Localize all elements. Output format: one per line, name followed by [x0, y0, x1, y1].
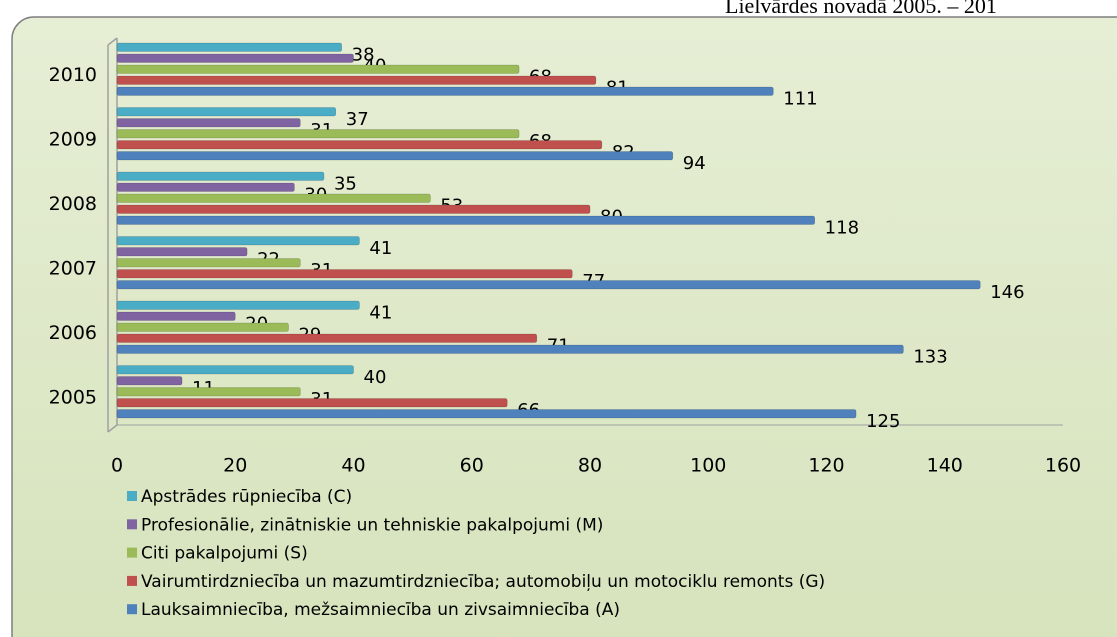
x-tick-label: 20 [223, 455, 247, 477]
floor-edge [107, 424, 118, 433]
legend-label: Vairumtirdzniecība un mazumtirdzniecība;… [141, 572, 825, 592]
bar [116, 300, 360, 310]
legend-label: Profesionālie, zinātniskie un tehniskie … [141, 515, 603, 535]
x-tick-label: 40 [341, 455, 365, 477]
x-tick-label: 0 [111, 455, 123, 477]
legend-label: Apstrādes rūpniecība (C) [141, 487, 352, 507]
bar [116, 322, 289, 332]
chart-title: Lielvārdes novadā 2005. – 201 [725, 0, 997, 18]
x-tick-label: 140 [927, 455, 963, 477]
legend-swatch [127, 519, 137, 530]
legend-swatch [127, 604, 137, 615]
bar [116, 215, 815, 225]
bar [116, 258, 301, 268]
bar [116, 398, 508, 408]
data-label: 35 [334, 174, 357, 195]
data-label: 146 [990, 282, 1024, 303]
y-tick-label: 2008 [49, 193, 97, 215]
bar [116, 42, 342, 52]
bar [116, 204, 591, 214]
bar [116, 236, 360, 246]
legend-swatch [127, 491, 137, 501]
bar [116, 387, 301, 397]
y-tick-label: 2010 [49, 64, 97, 86]
x-tick-label: 100 [690, 455, 726, 477]
data-label: 40 [364, 367, 387, 388]
bar [116, 118, 301, 128]
data-label: 94 [683, 153, 706, 174]
bar [116, 409, 857, 419]
bar [116, 269, 573, 279]
data-label: 111 [783, 89, 817, 110]
data-label: 38 [352, 45, 375, 66]
data-label: 133 [913, 347, 947, 368]
x-tick-label: 60 [460, 455, 484, 477]
legend-swatch [127, 575, 137, 586]
data-label: 41 [369, 238, 392, 259]
y-tick-label: 2007 [49, 257, 97, 279]
legend-label: Citi pakalpojumi (S) [141, 544, 308, 564]
bar [116, 171, 325, 181]
y-tick-label: 2005 [49, 386, 97, 408]
bar [116, 86, 774, 96]
bar [116, 344, 904, 354]
wall-edge [107, 37, 118, 46]
bar [116, 193, 431, 203]
bar [116, 247, 248, 257]
bar [116, 140, 603, 150]
bar [116, 376, 183, 386]
bar [116, 129, 520, 139]
bar [116, 53, 354, 63]
legend-swatch [127, 547, 137, 558]
bar [116, 365, 354, 375]
bar [116, 333, 538, 343]
data-label: 125 [866, 411, 900, 432]
bar [116, 107, 337, 117]
bar [116, 151, 674, 161]
data-label: 37 [346, 109, 369, 130]
bar [116, 311, 236, 321]
bar [116, 75, 597, 85]
y-tick-label: 2009 [49, 128, 97, 150]
bar [116, 64, 520, 74]
x-tick-label: 120 [808, 455, 844, 477]
x-tick-label: 160 [1045, 455, 1081, 477]
y-tick-label: 2006 [49, 322, 97, 344]
data-label: 118 [825, 218, 859, 239]
x-tick-label: 80 [578, 455, 602, 477]
data-label: 41 [369, 303, 392, 324]
bar [116, 280, 981, 290]
legend-label: Lauksaimniecība, mežsaimniecība un zivsa… [141, 600, 620, 620]
bar [116, 182, 295, 192]
